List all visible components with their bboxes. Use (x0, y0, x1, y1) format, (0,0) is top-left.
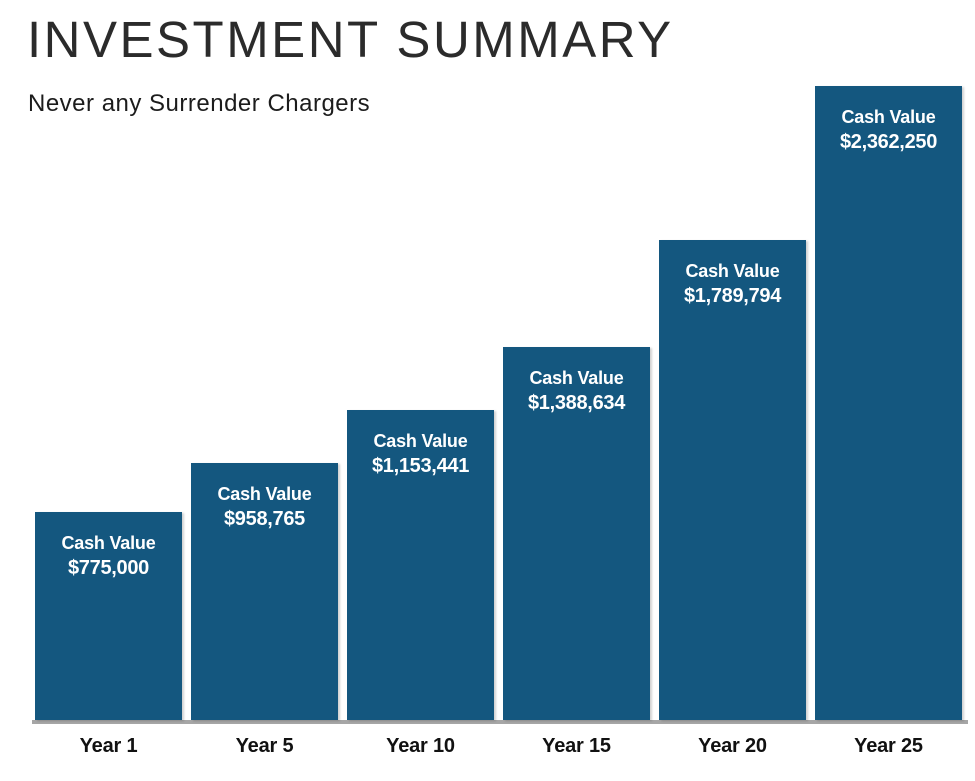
chart-bar-year-5: Cash Value $958,765 (191, 463, 338, 720)
x-axis-label-year-15: Year 15 (542, 735, 611, 757)
page-subtitle: Never any Surrender Chargers (28, 90, 371, 117)
chart-bar-year-1: Cash Value $775,000 (35, 512, 182, 720)
bar-value-label: $958,765 (223, 508, 306, 530)
x-axis-line (32, 720, 968, 724)
bar-value-label: $1,789,794 (683, 285, 782, 307)
page-title: INVESTMENT SUMMARY (27, 11, 674, 68)
chart-bar-year-15: Cash Value $1,388,634 (503, 347, 650, 720)
x-axis-label-year-20: Year 20 (698, 735, 767, 757)
bar-series-label: Cash Value (217, 484, 312, 504)
x-axis-label-year-10: Year 10 (386, 735, 455, 757)
chart-bar-year-20: Cash Value $1,789,794 (659, 240, 806, 720)
bar-value-label: $1,388,634 (527, 392, 626, 414)
x-axis-label-year-1: Year 1 (79, 735, 138, 757)
chart-bar-year-25: Cash Value $2,362,250 (815, 86, 962, 720)
bar-value-label: $2,362,250 (839, 131, 938, 153)
bar-series-label: Cash Value (841, 107, 936, 127)
bar-value-label: $1,153,441 (371, 455, 470, 477)
bar-value-label: $775,000 (67, 557, 150, 579)
bar-series-label: Cash Value (373, 431, 468, 451)
bar-series-label: Cash Value (529, 368, 624, 388)
bar-series-label: Cash Value (685, 261, 780, 281)
bar-series-label: Cash Value (61, 533, 156, 553)
chart-bar-year-10: Cash Value $1,153,441 (347, 410, 494, 720)
x-axis-label-year-25: Year 25 (854, 735, 923, 757)
x-axis-label-year-5: Year 5 (235, 735, 294, 757)
